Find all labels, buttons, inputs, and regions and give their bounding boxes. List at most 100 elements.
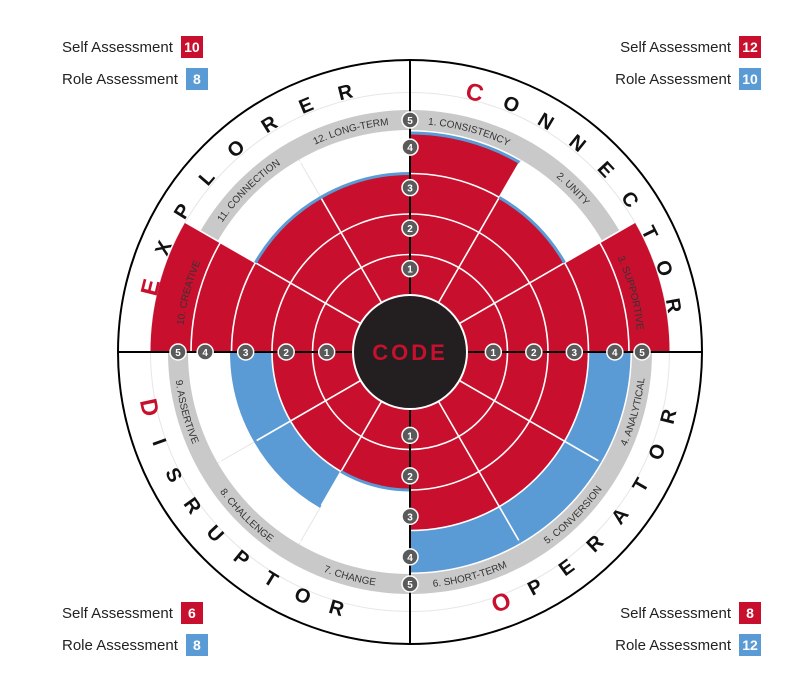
scale-badge-label: 2	[407, 224, 413, 235]
scale-badge-label: 2	[407, 472, 413, 483]
self-bar	[438, 197, 565, 324]
explorer-legend: Self Assessment 10 Role Assessment 8	[62, 36, 208, 100]
scale-badge	[525, 343, 543, 361]
scale-badge-label: 2	[283, 348, 289, 359]
scale-badge	[401, 138, 419, 156]
bar-spoke-separator	[458, 221, 636, 325]
role-assessment-badge: 10	[739, 68, 761, 90]
self-assessment-badge: 10	[180, 36, 203, 58]
role-assessment-badge: 8	[185, 68, 208, 90]
scale-badge-label: 1	[407, 431, 413, 442]
self-bar	[459, 352, 589, 442]
role-assessment-badge: 8	[185, 634, 208, 656]
quadrant-initial-letter: D	[134, 396, 164, 419]
self-bar	[410, 401, 500, 531]
self-bar	[459, 222, 670, 352]
connector-self-row: Self Assessment 12	[521, 36, 761, 58]
scale-badge	[401, 259, 419, 278]
scale-badge	[606, 343, 624, 361]
role-assessment-badge: 12	[739, 634, 761, 656]
self-assessment-label: Self Assessment	[620, 604, 731, 622]
bar-spoke-separator	[437, 400, 521, 543]
quadrant-initial-letter: E	[136, 276, 166, 298]
role-outline	[598, 351, 631, 463]
scale-badge	[169, 343, 187, 361]
self-assessment-label: Self Assessment	[620, 38, 731, 56]
bar-spoke-separator	[184, 221, 362, 325]
role-outline	[340, 470, 411, 492]
role-assessment-label: Role Assessment	[62, 70, 178, 88]
self-assessment-badge: 12	[739, 36, 761, 58]
self-bar	[150, 222, 361, 352]
scale-badge-label: 5	[175, 348, 181, 359]
quadrant-letter: R	[661, 297, 685, 316]
connector-role-row: Role Assessment 10	[521, 68, 761, 90]
self-assessment-badge: 8	[739, 602, 761, 624]
role-outline	[230, 351, 257, 442]
scale-badge	[401, 575, 419, 593]
scale-badge-label: 1	[324, 348, 330, 359]
disruptor-legend: Self Assessment 6 Role Assessment 8	[62, 602, 208, 666]
scale-badge-label: 5	[639, 348, 645, 359]
self-bar	[290, 380, 382, 472]
scale-badge-label: 4	[612, 348, 618, 359]
quadrant-letter: R	[657, 406, 682, 426]
role-outline	[498, 196, 566, 264]
scale-badge-label: 1	[407, 265, 413, 276]
self-bar	[255, 197, 382, 324]
role-outline	[409, 131, 521, 164]
scale-badge-label: 3	[407, 512, 413, 523]
explorer-role-row: Role Assessment 8	[62, 68, 208, 90]
role-outline	[409, 540, 521, 573]
bar-spoke-separator	[437, 161, 521, 304]
center-circle	[352, 294, 468, 410]
scale-badge	[565, 343, 584, 361]
scale-badge-label: 1	[491, 348, 497, 359]
role-assessment-label: Role Assessment	[615, 636, 731, 654]
scale-badge	[236, 343, 255, 361]
self-bar	[272, 352, 361, 421]
disruptor-self-row: Self Assessment 6	[62, 602, 208, 624]
scale-badge	[196, 343, 214, 361]
self-assessment-label: Self Assessment	[62, 38, 173, 56]
self-assessment-label: Self Assessment	[62, 604, 173, 622]
role-outline	[254, 440, 322, 508]
scale-badge-label: 4	[407, 143, 413, 154]
quadrant-initial-letter: C	[463, 78, 486, 108]
scale-badge-label: 3	[572, 348, 578, 359]
operator-role-row: Role Assessment 12	[521, 634, 761, 656]
scale-badge	[401, 548, 419, 566]
scale-badge	[317, 343, 336, 361]
scale-badge	[277, 343, 295, 361]
role-outline	[320, 172, 411, 199]
role-assessment-label: Role Assessment	[615, 70, 731, 88]
quadrant-letter: O	[500, 92, 523, 118]
scale-badge-label: 5	[407, 116, 413, 127]
scale-badge	[484, 343, 503, 361]
quadrant-letter: R	[336, 80, 356, 105]
quadrant-letter: O	[651, 258, 677, 280]
connector-legend: Self Assessment 12 Role Assessment 10	[521, 36, 761, 100]
scale-badge-label: 5	[407, 580, 413, 591]
disruptor-role-row: Role Assessment 8	[62, 634, 208, 656]
scale-badge-label: 3	[243, 348, 249, 359]
scale-badge	[401, 426, 419, 445]
self-bar	[438, 380, 565, 507]
self-bar	[320, 173, 410, 303]
center-label: CODE	[372, 340, 448, 365]
quadrant-letter: R	[326, 596, 346, 621]
scale-badge-label: 2	[531, 348, 537, 359]
bar-spoke-separator	[458, 379, 601, 463]
role-outline	[518, 460, 601, 543]
role-outline	[254, 196, 322, 264]
operator-self-row: Self Assessment 8	[521, 602, 761, 624]
scale-badge	[633, 343, 651, 361]
bar-spoke-separator	[320, 400, 383, 507]
self-bar	[341, 401, 410, 490]
scale-badge-label: 4	[202, 348, 208, 359]
scale-badge	[401, 507, 419, 526]
self-assessment-badge: 6	[180, 602, 203, 624]
scale-badge-label: 3	[407, 184, 413, 195]
operator-legend: Self Assessment 8 Role Assessment 12	[521, 602, 761, 666]
quadrant-letter: O	[644, 441, 670, 464]
